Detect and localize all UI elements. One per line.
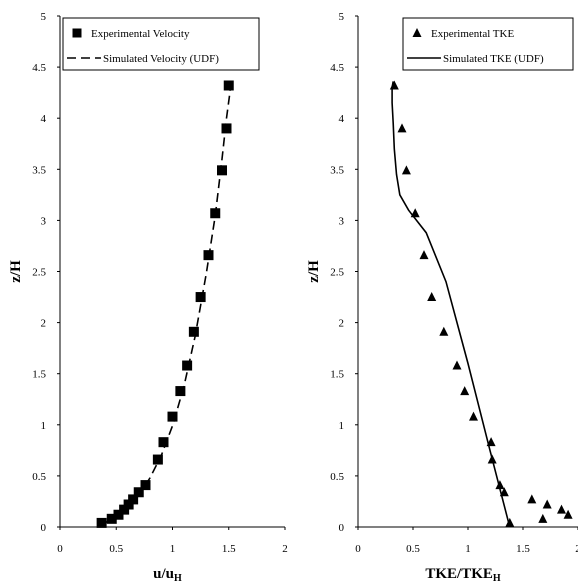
data-point	[128, 494, 139, 505]
series-line	[391, 81, 510, 524]
y-tick-label: 2	[339, 318, 345, 330]
data-point	[460, 386, 470, 396]
y-tick-label: 1.5	[32, 369, 46, 381]
y-tick-label: 3.5	[32, 164, 46, 176]
data-point	[167, 411, 178, 422]
series-2	[391, 81, 510, 524]
x-tick-label: 1	[170, 543, 176, 555]
data-point	[469, 411, 478, 421]
chart-panel-1: 0 0.5 1 1.5 2 2.5 3 3.5 4 4.5 5 0 0.5 1 1.5 2 u/uH z/H Exp…	[8, 11, 288, 584]
data-point	[188, 326, 199, 337]
legend-label: Experimental Velocity	[91, 28, 190, 40]
y-axis-label: z/H	[306, 260, 322, 283]
legend-box	[402, 17, 574, 71]
x-tick-label: 0	[355, 543, 361, 555]
y-tick-label: 4.5	[32, 62, 46, 74]
x-tick-label: 0.5	[406, 543, 420, 555]
data-point	[495, 480, 505, 490]
legend: Experimental Velocity Simulated Velocity …	[62, 17, 260, 71]
y-tick-label: 1.5	[330, 369, 344, 381]
x-tick-label: 0	[57, 543, 63, 555]
legend-label: Simulated Velocity (UDF)	[103, 53, 219, 65]
y-tick-label: 0.5	[330, 471, 344, 483]
data-point	[439, 326, 449, 336]
x-tick-label: 2	[282, 543, 288, 555]
data-point	[152, 454, 163, 465]
data-point	[221, 123, 232, 134]
data-point	[195, 292, 206, 303]
data-point	[389, 80, 399, 90]
x-tick-label: 1	[465, 543, 471, 555]
y-tick-label: 2.5	[32, 267, 46, 279]
data-point	[217, 165, 227, 176]
y-tick-label: 5	[41, 11, 47, 23]
series-line	[104, 77, 232, 524]
data-point	[527, 494, 537, 504]
data-point	[538, 513, 548, 523]
y-tick-label: 1	[339, 420, 345, 432]
chart-panel-2: 0 0.5 1 1.5 2 2.5 3 3.5 4 4.5 5 0 0.5 1 1.5 2 TKE/TKEH z/…	[306, 11, 578, 584]
y-tick-label: 4.5	[330, 62, 344, 74]
y-tick-label: 5	[339, 11, 345, 23]
data-point	[182, 360, 193, 371]
data-point	[223, 80, 234, 91]
y-tick-label: 0	[339, 522, 345, 534]
legend-label: Simulated TKE (UDF)	[443, 53, 544, 65]
data-point	[563, 509, 573, 519]
y-axis-label: z/H	[8, 260, 24, 283]
data-point	[96, 517, 107, 528]
data-point	[123, 499, 134, 510]
data-point	[557, 504, 566, 514]
data-point	[397, 123, 407, 133]
series-1	[389, 80, 573, 527]
data-point	[419, 250, 429, 260]
legend-box	[62, 17, 260, 71]
y-tick-label: 0	[41, 522, 47, 534]
data-point	[133, 487, 144, 498]
x-axis-label: TKE/TKEH	[425, 566, 501, 584]
legend-marker	[412, 28, 422, 37]
data-point	[175, 386, 186, 397]
legend: Experimental TKE Simulated TKE (UDF)	[402, 17, 574, 71]
x-tick-label: 1.5	[516, 543, 530, 555]
data-point	[158, 437, 169, 448]
data-point	[119, 504, 130, 515]
data-point	[452, 360, 462, 370]
y-tick-label: 3	[41, 215, 47, 227]
y-tick-label: 3.5	[330, 164, 344, 176]
data-point	[427, 292, 437, 302]
x-tick-label: 0.5	[109, 543, 123, 555]
y-tick-label: 1	[41, 420, 47, 432]
y-tick-label: 4	[41, 113, 47, 125]
y-tick-label: 2	[41, 318, 47, 330]
legend-marker	[72, 28, 82, 38]
legend-label: Experimental TKE	[431, 28, 514, 40]
data-point	[505, 517, 515, 527]
y-tick-label: 2.5	[330, 267, 344, 279]
series-1	[96, 80, 234, 528]
x-tick-label: 1.5	[222, 543, 236, 555]
x-axis-label: u/uH	[153, 566, 182, 584]
data-point	[401, 165, 411, 175]
series-2	[104, 77, 232, 524]
data-point	[542, 499, 552, 509]
y-tick-label: 3	[339, 215, 345, 227]
y-tick-label: 4	[339, 113, 345, 125]
y-tick-label: 0.5	[32, 471, 46, 483]
x-tick-label: 2	[575, 543, 578, 555]
